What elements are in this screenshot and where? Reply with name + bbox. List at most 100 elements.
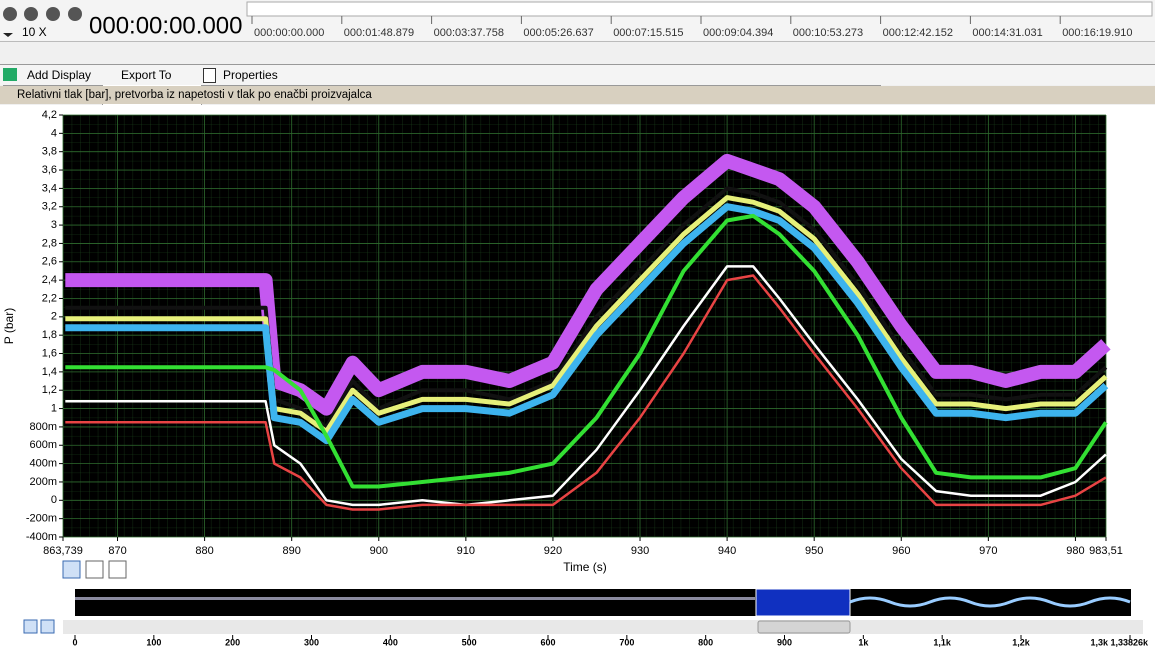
overview-tick-label: 600: [540, 637, 555, 647]
y-tick-label: -200m: [26, 513, 57, 525]
timeline-label: 000:10:53.273: [793, 27, 863, 39]
overview-strip: [75, 589, 1131, 616]
series-line: [65, 274, 1107, 511]
timeline-label: 000:03:37.758: [434, 27, 504, 39]
timeline-label: 000:16:19.910: [1062, 27, 1132, 39]
y-tick-label: 2: [51, 311, 57, 323]
properties-menu[interactable]: Properties: [223, 68, 278, 82]
speed-dropdown[interactable]: [3, 33, 13, 37]
overview-tick-label: 700: [619, 637, 634, 647]
player-controls: 10 X 000:00:00.000: [3, 7, 242, 39]
overview-tick-label: 200: [225, 637, 240, 647]
x-tick-label: 863,739: [43, 545, 83, 557]
timeline-label: 000:00:00.000: [254, 27, 324, 39]
y-tick-label: 3,8: [42, 146, 57, 158]
overview-tick-label: 500: [462, 637, 477, 647]
timeline-label: 000:07:15.515: [613, 27, 683, 39]
y-tick-label: 3: [51, 219, 57, 231]
x-tick-label: 983,51: [1089, 545, 1123, 557]
overview-tick-label: 800: [698, 637, 713, 647]
export-to-menu[interactable]: Export To: [121, 68, 172, 82]
y-tick-label: 1: [51, 402, 57, 414]
timeline-track: [246, 1, 1153, 17]
overview-tick-label: 1,2k: [1012, 637, 1031, 647]
x-tick-label: 940: [718, 545, 736, 557]
overview-selection[interactable]: [755, 588, 851, 617]
timeline-label: 000:05:26.637: [523, 27, 593, 39]
chart: P (bar) Time (s) 0 100 200 300 400 500 600 700 8…: [0, 105, 1155, 662]
y-tick-label: 4: [51, 127, 57, 139]
time-display: 000:00:00.000: [89, 12, 242, 39]
x-tick-label: 880: [195, 545, 213, 557]
scrollbar[interactable]: [63, 620, 1143, 634]
overview-tick-label: 0: [72, 637, 77, 647]
toolbar: 10 X 000:00:00.000 000:00:00.000 000:01:4…: [0, 0, 1155, 42]
y-tick-label: 600m: [29, 439, 57, 451]
y-tick-label: 3,2: [42, 201, 57, 213]
y-tick-label: 2,8: [42, 237, 57, 249]
series-line: [65, 153, 1111, 416]
overview-tick-label: 100: [146, 637, 161, 647]
x-tick-label: 900: [370, 545, 388, 557]
overview-tick-label: 400: [383, 637, 398, 647]
y-tick-label: 2,2: [42, 292, 57, 304]
add-icon: [3, 68, 17, 81]
y-tick-label: 1,4: [42, 366, 57, 378]
menu-bar: Add Display Export To Properties: [0, 65, 1155, 85]
x-tick-label: 910: [457, 545, 475, 557]
pan-tool[interactable]: [108, 560, 127, 579]
x-tick-label: 870: [108, 545, 126, 557]
add-display-menu[interactable]: Add Display: [27, 68, 92, 82]
properties-icon: [203, 68, 216, 83]
x-tick-label: 930: [631, 545, 649, 557]
series-line: [65, 213, 1108, 489]
y-tick-label: -400m: [26, 531, 57, 543]
overview-wave: [849, 596, 1131, 608]
play-button[interactable]: [46, 7, 60, 21]
scroll-thumb[interactable]: [757, 620, 851, 634]
tab-bar: Step SetupData View 1Data View 2Data Vie…: [0, 41, 1155, 105]
series-line: [65, 265, 1107, 507]
channel-bar: Relativni tlak [bar], pretvorba iz napet…: [0, 86, 1155, 104]
y-tick-label: 0: [51, 494, 57, 506]
zoom-tool[interactable]: [62, 560, 81, 579]
overview-tick-label: 300: [304, 637, 319, 647]
overview-tick-label: 900: [777, 637, 792, 647]
timeline-label: 000:14:31.031: [972, 27, 1042, 39]
loop-button[interactable]: [3, 7, 17, 21]
x-axis-label: Time (s): [563, 560, 607, 574]
forward-button[interactable]: [68, 7, 82, 21]
y-tick-label: 3,4: [42, 182, 57, 194]
x-tick-label: 920: [544, 545, 562, 557]
x-tick-label: 980: [1066, 545, 1084, 557]
y-tick-label: 1,2: [42, 384, 57, 396]
y-axis-label: P (bar): [2, 308, 16, 344]
timeline-label: 000:09:04.394: [703, 27, 773, 39]
y-tick-label: 200m: [29, 476, 57, 488]
overview-trace: [75, 597, 755, 600]
timeline-label: 000:01:48.879: [344, 27, 414, 39]
x-tick-label: 890: [283, 545, 301, 557]
channel-title: Relativni tlak [bar], pretvorba iz napet…: [17, 89, 372, 101]
x-tick-label: 950: [805, 545, 823, 557]
y-tick-label: 800m: [29, 421, 57, 433]
x-tick-label: 960: [892, 545, 910, 557]
back-button[interactable]: [24, 7, 38, 21]
y-tick-label: 1,8: [42, 329, 57, 341]
y-tick-label: 400m: [29, 458, 57, 470]
overview-tick-label: 1,3k 1,33826k: [1090, 637, 1149, 647]
y-tick-label: 4,2: [42, 109, 57, 121]
timeline[interactable]: 000:00:00.000 000:01:48.879 000:03:37.758 0…: [245, 0, 1155, 41]
speed: 10 X: [22, 25, 47, 39]
overview-tick-label: 1k: [858, 637, 869, 647]
y-tick-label: 2,4: [42, 274, 57, 286]
zoom-in[interactable]: [40, 619, 55, 634]
zoom-out[interactable]: [23, 619, 38, 634]
timeline-label: 000:12:42.152: [883, 27, 953, 39]
y-tick-label: 3,6: [42, 164, 57, 176]
y-tick-label: 1,6: [42, 347, 57, 359]
y-tick-label: 2,6: [42, 256, 57, 268]
cursor-tool[interactable]: [85, 560, 104, 579]
x-tick-label: 970: [979, 545, 997, 557]
overview-tick-label: 1,1k: [933, 637, 952, 647]
